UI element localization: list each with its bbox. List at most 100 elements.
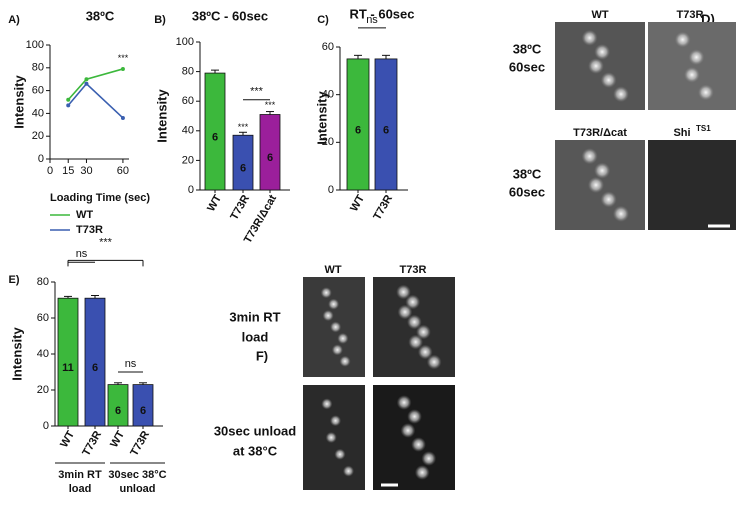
y-tick-label: 0 — [38, 153, 44, 165]
blob — [408, 334, 424, 350]
n-label: 6 — [140, 405, 146, 417]
row-label: 38ºC — [513, 41, 542, 56]
blob — [581, 29, 598, 46]
x-tick-label: T73R — [371, 193, 395, 222]
row-label: 3min RT — [229, 309, 280, 324]
y-tick-label: 40 — [182, 125, 194, 137]
blob — [683, 66, 700, 83]
annotation: *** — [99, 236, 113, 248]
x-tick-label: 30 — [80, 165, 92, 177]
y-tick-label: 100 — [176, 36, 194, 48]
y-tick-label: 40 — [32, 107, 44, 119]
y-tick-label: 40 — [37, 348, 49, 360]
n-label: 6 — [212, 131, 218, 143]
y-tick-label: 60 — [322, 41, 334, 53]
blob — [688, 49, 705, 66]
blob — [594, 162, 611, 179]
y-tick-label: 20 — [322, 136, 334, 148]
x-tick-label: T73R — [80, 429, 104, 458]
row-label: 30sec unload — [214, 423, 296, 438]
y-tick-label: 20 — [37, 384, 49, 396]
n-label: 11 — [62, 362, 74, 374]
panel-label: F) — [256, 348, 268, 363]
image-title: T73R — [677, 9, 704, 21]
blob — [405, 294, 421, 310]
annotation: ns — [125, 358, 137, 370]
y-tick-label: 80 — [37, 276, 49, 288]
legend-label: WT — [76, 209, 93, 221]
panel-label: B) — [154, 14, 166, 26]
image-title: T73R/Δcat — [573, 127, 627, 139]
chart-title: 38ºC — [86, 8, 115, 23]
x-tick-label: WT — [205, 193, 224, 214]
blob — [600, 72, 617, 88]
blob — [587, 176, 605, 194]
blob — [612, 205, 630, 222]
chart-title: RT - 60sec — [349, 6, 414, 21]
blob — [697, 84, 714, 101]
n-label: 6 — [240, 163, 246, 175]
annotation: ns — [366, 14, 378, 26]
annotation: *** — [238, 122, 249, 132]
y-tick-label: 100 — [26, 39, 44, 51]
line — [67, 82, 124, 119]
blob — [320, 287, 332, 299]
point — [66, 103, 71, 108]
group-label: 30sec 38°C — [108, 469, 166, 481]
blob — [414, 465, 430, 480]
group-label: unload — [119, 483, 155, 495]
image-title: T73R — [400, 264, 427, 276]
blob — [328, 298, 340, 310]
row-label: load — [242, 329, 269, 344]
blob — [329, 415, 342, 427]
micrograph — [648, 140, 736, 230]
chart-title: 38ºC - 60sec — [192, 8, 268, 23]
annotation: *** — [250, 86, 264, 98]
blob — [325, 431, 337, 444]
blob — [396, 284, 411, 300]
n-label: 6 — [92, 362, 98, 374]
blob — [417, 344, 433, 360]
y-tick-label: 60 — [37, 312, 49, 324]
blob — [400, 423, 416, 438]
annotation: *** — [118, 53, 129, 63]
blob — [322, 309, 334, 322]
blob — [426, 354, 442, 370]
y-axis-label: Intensity — [11, 75, 26, 129]
y-axis-label: Intensity — [154, 89, 169, 143]
group-label: 3min RT — [58, 469, 102, 481]
blob — [397, 304, 413, 320]
row-label: 38ºC — [513, 166, 542, 181]
x-tick-label: WT — [348, 193, 367, 214]
image-title: Shi — [673, 127, 690, 139]
micrograph — [648, 22, 736, 110]
y-tick-label: 0 — [188, 184, 194, 196]
image-title-sup: TS1 — [696, 124, 711, 133]
x-tick-label: WT — [58, 429, 77, 450]
x-tick-label: 0 — [47, 165, 53, 177]
row-label: 60sec — [509, 59, 545, 74]
x-tick-label: 60 — [117, 165, 129, 177]
panel-label: A) — [8, 14, 20, 26]
blob — [674, 31, 691, 48]
y-tick-label: 20 — [32, 130, 44, 142]
n-label: 6 — [383, 124, 389, 136]
blob — [588, 58, 604, 74]
x-tick-label: WT — [108, 429, 127, 450]
y-axis-label: Intensity — [314, 91, 329, 145]
point — [84, 77, 89, 82]
image-title: WT — [591, 9, 608, 21]
point — [120, 115, 125, 120]
y-tick-label: 80 — [182, 66, 194, 78]
annotation: *** — [265, 100, 276, 110]
blob — [613, 86, 629, 103]
y-tick-label: 40 — [322, 89, 334, 101]
blob — [411, 437, 426, 452]
blob — [339, 355, 351, 367]
y-tick-label: 60 — [32, 85, 44, 97]
point — [66, 97, 71, 102]
n-label: 6 — [267, 152, 273, 164]
blob — [342, 465, 355, 477]
image-title: WT — [324, 264, 341, 276]
x-tick-label: T73R — [128, 429, 152, 458]
